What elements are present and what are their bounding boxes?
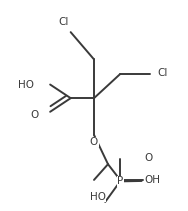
Text: O: O (90, 137, 98, 147)
Text: P: P (117, 176, 123, 186)
Text: O: O (144, 153, 153, 162)
Text: Cl: Cl (58, 17, 68, 27)
Text: HO: HO (18, 80, 34, 89)
Text: HO: HO (90, 192, 106, 202)
Text: Cl: Cl (157, 68, 168, 78)
Text: OH: OH (144, 175, 160, 185)
Text: O: O (31, 110, 39, 120)
